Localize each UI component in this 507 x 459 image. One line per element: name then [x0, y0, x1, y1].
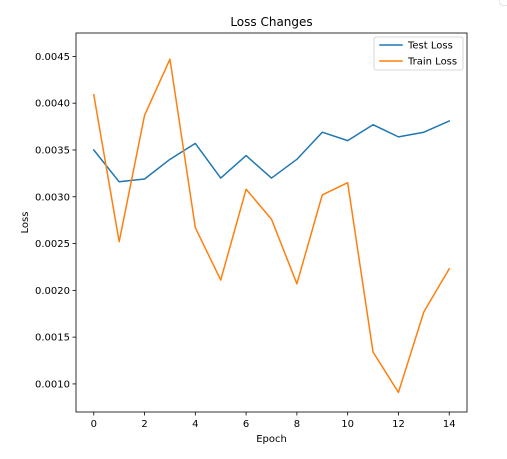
- x-tick-label: 2: [141, 419, 147, 430]
- chart-title: Loss Changes: [230, 15, 312, 29]
- x-tick-label: 12: [392, 419, 405, 430]
- x-tick-label: 14: [443, 419, 456, 430]
- y-axis-ticks: 0.0010 0.0015 0.0020 0.0025 0.0030 0.0035 0.00…: [35, 52, 76, 390]
- x-tick-label: 8: [294, 419, 300, 430]
- x-tick-label: 6: [243, 419, 249, 430]
- series-line-test-loss: [92, 119, 451, 183]
- y-tick-label: 0.0030: [35, 192, 70, 203]
- x-tick-label: 10: [341, 419, 354, 430]
- y-axis-label: Loss: [20, 212, 31, 234]
- page-corner: [499, 0, 507, 6]
- y-tick-label: 0.0040: [35, 99, 70, 110]
- y-tick-label: 0.0035: [35, 145, 70, 156]
- legend: Test Loss Train Loss: [373, 36, 464, 71]
- x-tick-label: 0: [91, 419, 97, 430]
- y-tick-label: 0.0010: [35, 379, 70, 390]
- legend-label-test-loss: Test Loss: [407, 41, 453, 52]
- series-line-train-loss: [92, 58, 451, 394]
- x-axis-label: Epoch: [256, 434, 287, 445]
- axes-frame: [75, 32, 468, 413]
- x-axis-ticks: 0 2 4 6 8 10 12 14: [91, 412, 456, 430]
- legend-label-train-loss: Train Loss: [407, 57, 457, 68]
- x-tick-label: 4: [192, 419, 198, 430]
- y-tick-label: 0.0045: [35, 52, 70, 63]
- y-tick-label: 0.0015: [35, 333, 70, 344]
- y-tick-label: 0.0025: [35, 239, 70, 250]
- series-lines: [92, 58, 451, 394]
- plot-area: [75, 32, 468, 413]
- y-tick-label: 0.0020: [35, 286, 70, 297]
